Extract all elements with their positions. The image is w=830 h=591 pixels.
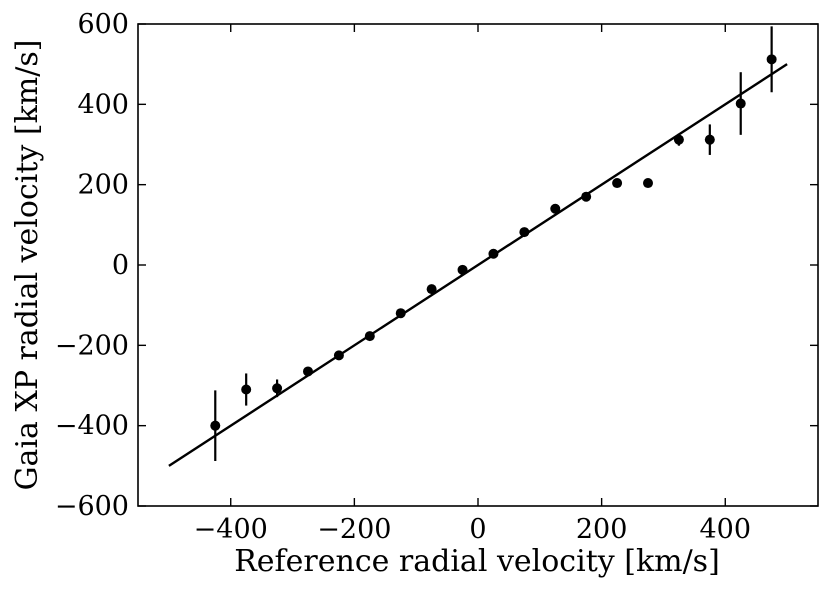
- plot-frame: [137, 23, 819, 507]
- y-tick-label: −400: [55, 411, 129, 442]
- x-axis-title: Reference radial velocity [km/s]: [234, 544, 720, 579]
- y-tick-label: −200: [55, 330, 129, 361]
- marks: [168, 26, 788, 467]
- data-point: [272, 383, 283, 394]
- data-point: [704, 134, 715, 145]
- data-point: [210, 420, 221, 431]
- x-tick-label: 200: [576, 514, 628, 545]
- x-tick-label: −400: [194, 514, 268, 545]
- data-point: [241, 384, 252, 395]
- data-point: [766, 54, 777, 65]
- data-point: [426, 284, 437, 295]
- ticks: −400 −200 0 200 400 −600 −400 −200 0 200 400 600: [55, 9, 818, 545]
- one-to-one-line: [168, 63, 788, 467]
- y-tick-label: 400: [77, 89, 129, 120]
- data-point: [612, 178, 623, 189]
- y-tick-label: −600: [55, 491, 129, 522]
- x-tick-label: 400: [699, 514, 751, 545]
- x-tick-label: 0: [469, 514, 486, 545]
- x-tick-label: −200: [317, 514, 391, 545]
- y-tick-label: 600: [77, 9, 129, 40]
- y-tick-label: 0: [112, 250, 129, 281]
- data-point: [550, 203, 561, 214]
- data-point: [735, 98, 746, 109]
- data-point: [643, 178, 653, 189]
- y-tick-label: 200: [77, 170, 129, 201]
- y-axis-title: Gaia XP radial velocity [km/s]: [10, 40, 45, 491]
